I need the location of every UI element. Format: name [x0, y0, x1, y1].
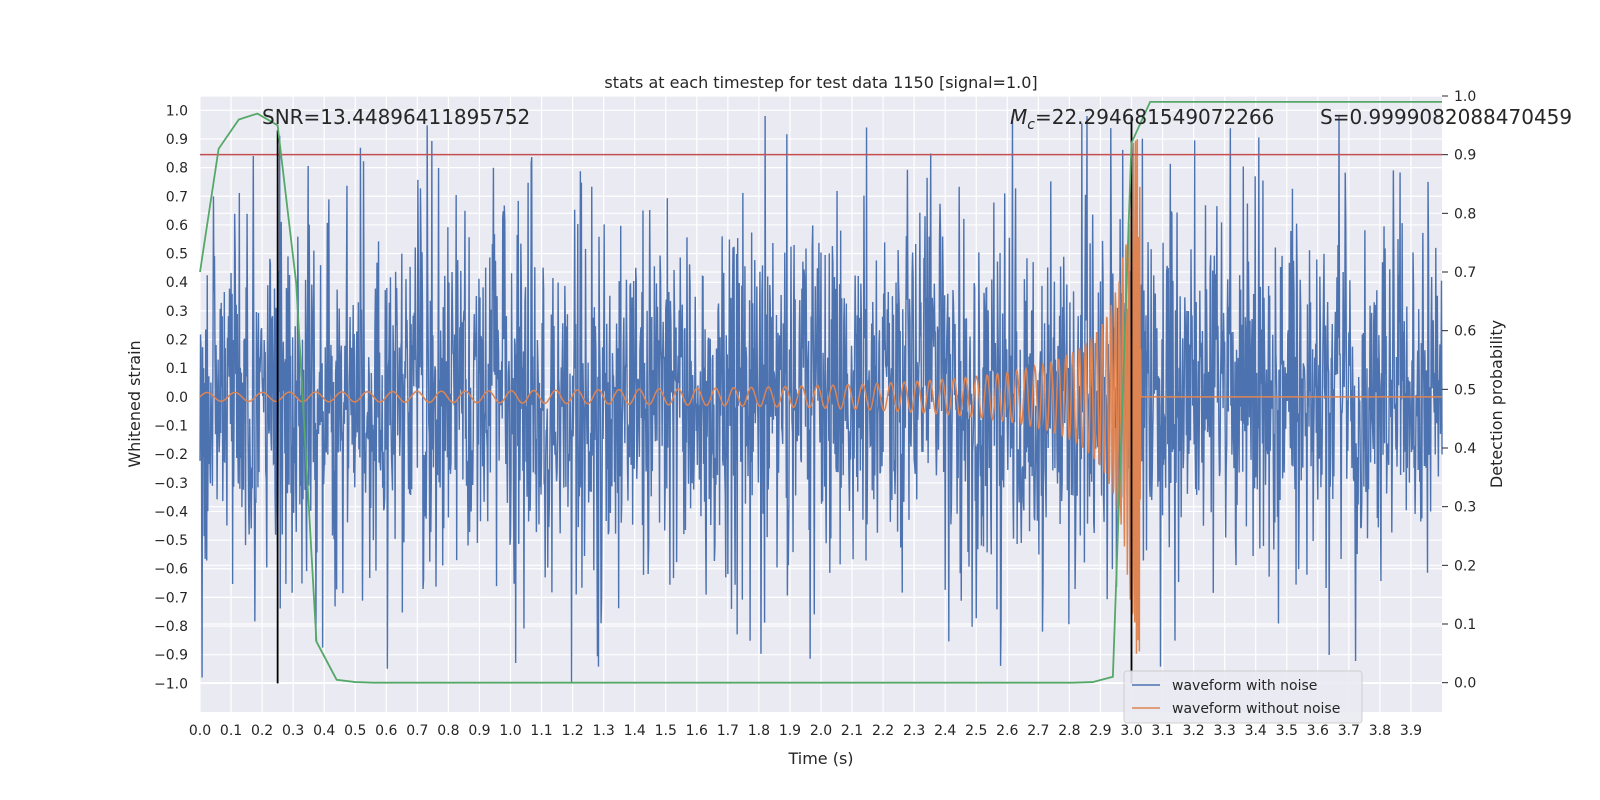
y-tick-label: 0.4	[166, 275, 188, 291]
y2-tick-label: 0.4	[1454, 441, 1476, 457]
x-tick-label: 2.3	[903, 723, 925, 739]
y2-tick-label: 0.9	[1454, 148, 1476, 164]
y2-tick-label: 0.1	[1454, 617, 1476, 633]
x-tick-label: 0.4	[313, 723, 335, 739]
x-tick-label: 0.9	[468, 723, 490, 739]
x-tick-label: 1.7	[717, 723, 739, 739]
noise-waveform-line	[199, 116, 1443, 684]
y-tick-label: −0.4	[154, 504, 188, 520]
series-waveform-without-noise	[199, 139, 1442, 654]
x-tick-label: 3.3	[1214, 723, 1236, 739]
legend-label-waveform-without-noise: waveform without noise	[1172, 701, 1340, 717]
y-ticks: 1.0 0.9 0.8 0.7 0.6 0.5 0.4 0.3 0.2 0.1 0.0 −0.1 −0.…	[154, 103, 188, 692]
y-tick-label: −1.0	[154, 676, 188, 692]
y2-tick-label: 1.0	[1454, 89, 1476, 105]
x-axis-label: Time (s)	[787, 749, 853, 768]
chart-title: stats at each timestep for test data 115…	[604, 73, 1037, 92]
y-tick-label: −0.7	[154, 590, 188, 606]
x-tick-label: 1.6	[686, 723, 708, 739]
y2-tick-label: 0.2	[1454, 558, 1476, 574]
x-tick-label: 1.2	[561, 723, 583, 739]
y2-tick-label: 0.6	[1454, 324, 1476, 340]
y-tick-label: 0.1	[166, 361, 188, 377]
y-tick-label: −0.9	[154, 648, 188, 664]
y-tick-label: −0.5	[154, 533, 188, 549]
x-tick-label: 0.8	[437, 723, 459, 739]
x-tick-label: 0.2	[251, 723, 273, 739]
y2-tick-label: 0.5	[1454, 382, 1476, 398]
x-tick-label: 1.1	[530, 723, 552, 739]
x-tick-label: 3.9	[1400, 723, 1422, 739]
x-tick-label: 1.3	[593, 723, 615, 739]
x-tick-label: 1.5	[655, 723, 677, 739]
y-tick-label: 0.3	[166, 304, 188, 320]
snr-annotation: SNR=13.44896411895752	[262, 105, 530, 129]
y-tick-label: 0.8	[166, 161, 188, 177]
y-tick-label: 0.5	[166, 247, 188, 263]
y2-ticks: 1.0 0.9 0.8 0.7 0.6 0.5 0.4 0.3 0.2 0.1 0.0	[1442, 89, 1476, 692]
x-tick-label: 0.3	[282, 723, 304, 739]
y-tick-label: 0.0	[166, 390, 188, 406]
y-tick-label: 0.6	[166, 218, 188, 234]
x-tick-label: 2.6	[996, 723, 1018, 739]
y-tick-label: −0.3	[154, 476, 188, 492]
y-tick-label: 1.0	[166, 103, 188, 119]
y-tick-label: 0.7	[166, 189, 188, 205]
x-tick-label: 2.7	[1027, 723, 1049, 739]
x-tick-label: 3.4	[1245, 723, 1267, 739]
x-tick-label: 3.1	[1151, 723, 1173, 739]
series-detection-probability	[199, 100, 1442, 684]
y2-tick-label: 0.8	[1454, 206, 1476, 222]
x-tick-label: 2.5	[965, 723, 987, 739]
legend-label-waveform-with-noise: waveform with noise	[1172, 678, 1317, 694]
x-tick-label: 0.6	[375, 723, 397, 739]
x-tick-label: 1.9	[779, 723, 801, 739]
x-tick-label: 2.9	[1089, 723, 1111, 739]
x-tick-label: 3.7	[1338, 723, 1360, 739]
series-waveform-with-noise	[199, 116, 1443, 684]
y2-tick-label: 0.0	[1454, 676, 1476, 692]
x-tick-label: 0.1	[220, 723, 242, 739]
legend-box	[1123, 670, 1363, 724]
x-tick-label: 3.2	[1182, 723, 1204, 739]
x-tick-label: 2.8	[1058, 723, 1080, 739]
x-tick-label: 2.1	[841, 723, 863, 739]
x-tick-label: 1.4	[624, 723, 646, 739]
chirp-mass-symbol: M	[1010, 105, 1027, 129]
y2-tick-label: 0.3	[1454, 500, 1476, 516]
detection-score-annotation: S=0.9999082088470459	[1320, 105, 1572, 129]
y-tick-label: −0.1	[154, 418, 188, 434]
chirp-mass-annotation: Mc=22.294681549072266	[1010, 105, 1274, 133]
chirp-mass-subscript: c	[1027, 117, 1035, 133]
y-tick-label: −0.8	[154, 619, 188, 635]
x-tick-label: 1.8	[748, 723, 770, 739]
y-tick-label: −0.2	[154, 447, 188, 463]
x-tick-label: 1.0	[499, 723, 521, 739]
x-tick-label: 0.5	[344, 723, 366, 739]
x-tick-label: 3.8	[1369, 723, 1391, 739]
x-tick-label: 2.4	[934, 723, 956, 739]
chirp-waveform-line	[199, 139, 1442, 654]
y-tick-label: 0.9	[166, 132, 188, 148]
x-tick-label: 3.0	[1120, 723, 1142, 739]
y2-tick-label: 0.7	[1454, 265, 1476, 281]
x-tick-label: 0.0	[189, 723, 211, 739]
x-tick-label: 0.7	[406, 723, 428, 739]
y-axis-label: Whitened strain	[125, 340, 144, 467]
x-tick-label: 3.5	[1276, 723, 1298, 739]
y-tick-label: −0.6	[154, 562, 188, 578]
y-tick-label: 0.2	[166, 333, 188, 349]
chirp-mass-value: =22.294681549072266	[1035, 105, 1274, 129]
x-tick-label: 2.0	[810, 723, 832, 739]
y2-axis-label: Detection probability	[1487, 320, 1506, 488]
detection-probability-line	[199, 100, 1442, 684]
x-ticks: 0.0 0.1 0.2 0.3 0.4 0.5 0.6 0.7 0.8 0.9 1.0 1.1 1.2 1…	[189, 723, 1422, 739]
legend: waveform with noise waveform without noi…	[1123, 670, 1363, 724]
marker-lines	[276, 116, 1133, 684]
x-tick-label: 2.2	[872, 723, 894, 739]
x-tick-label: 3.6	[1307, 723, 1329, 739]
